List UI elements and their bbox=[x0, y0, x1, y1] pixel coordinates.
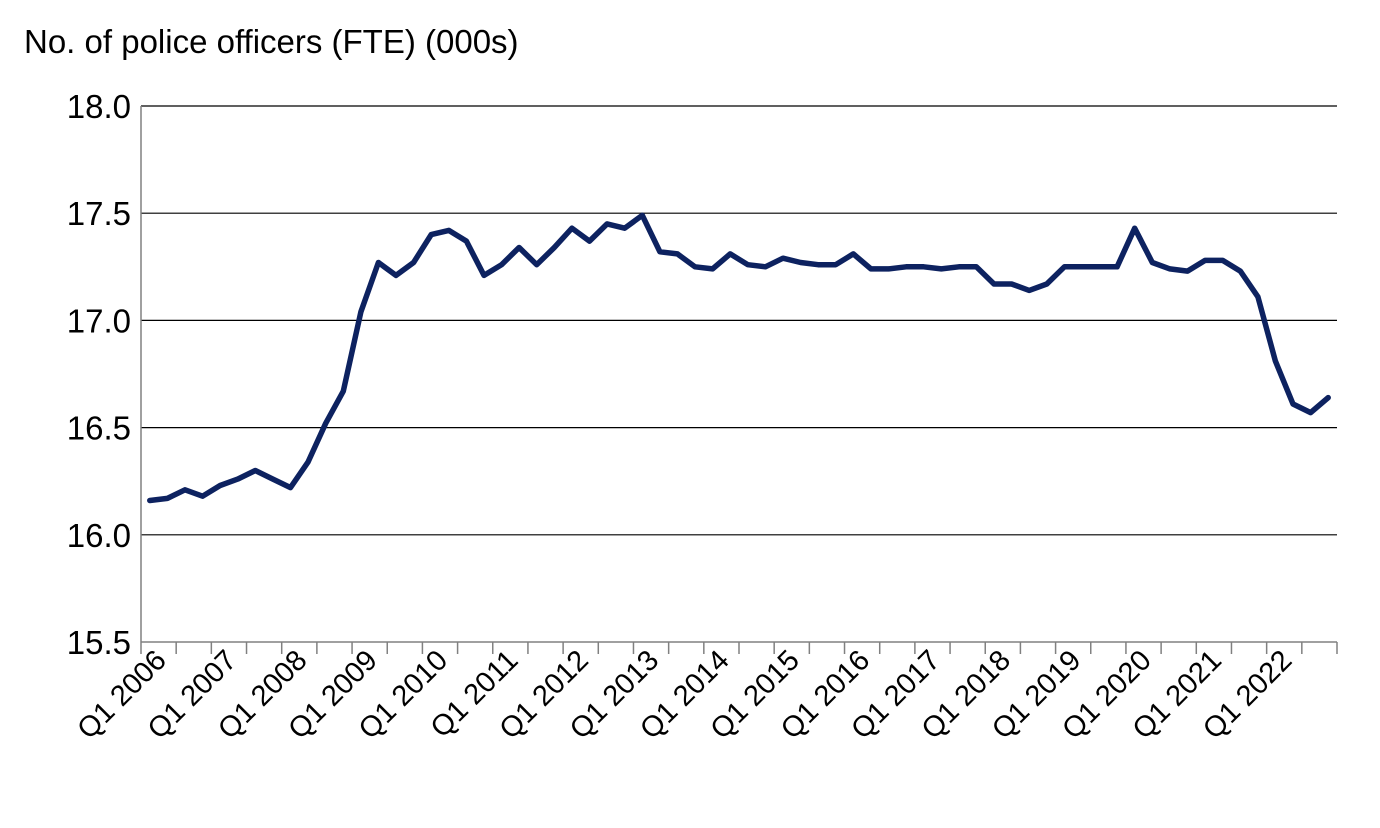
y-axis-label: No. of police officers (FTE) (000s) bbox=[24, 23, 519, 60]
series-layer bbox=[147, 212, 1331, 504]
y-tick-labels: 15.5 16.0 16.5 17.0 17.5 18.0 bbox=[67, 88, 131, 661]
axes bbox=[140, 106, 1338, 654]
gridlines bbox=[141, 105, 1337, 536]
y-tick-label: 17.0 bbox=[67, 302, 131, 339]
series-line bbox=[147, 212, 1331, 504]
y-tick-label: 17.5 bbox=[67, 195, 131, 232]
y-tick-label: 16.5 bbox=[67, 410, 131, 447]
y-tick-label: 15.5 bbox=[67, 624, 131, 661]
y-tick-label: 16.0 bbox=[67, 517, 131, 554]
y-tick-label: 18.0 bbox=[67, 88, 131, 125]
